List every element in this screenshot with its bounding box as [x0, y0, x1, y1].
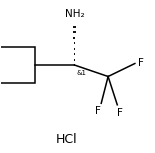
Bar — [0, 47, 35, 83]
Text: F: F — [138, 58, 144, 69]
Text: F: F — [95, 106, 101, 116]
Text: &1: &1 — [77, 70, 87, 76]
Text: HCl: HCl — [56, 134, 78, 146]
Text: NH₂: NH₂ — [65, 9, 84, 19]
Text: F: F — [117, 108, 122, 118]
